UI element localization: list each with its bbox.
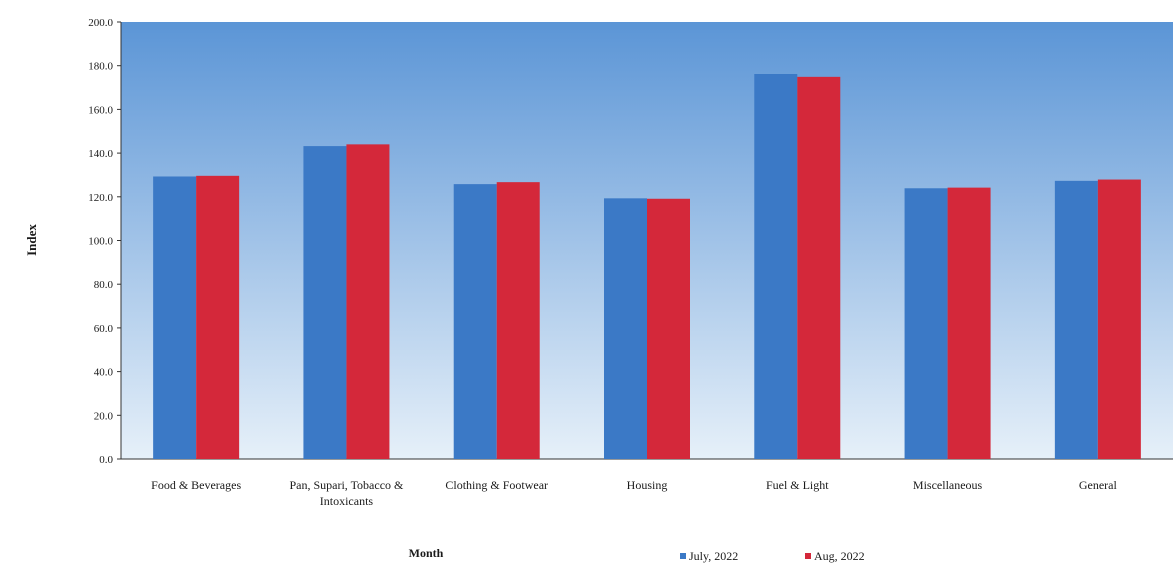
bar-july <box>153 176 197 460</box>
y-tick-label: 160.0 <box>88 104 113 116</box>
x-tick-label: General <box>1079 478 1118 492</box>
bar-aug <box>947 187 991 460</box>
x-tick-label: Fuel & Light <box>766 478 829 492</box>
x-tick-label: Food & Beverages <box>151 478 241 492</box>
y-axis-title: Index <box>24 224 39 256</box>
bars-group <box>153 74 1141 460</box>
bar-aug <box>496 182 540 459</box>
y-tick-label: 100.0 <box>88 236 113 248</box>
x-axis-title: Month <box>409 546 444 560</box>
y-tick-label: 40.0 <box>94 367 114 379</box>
bar-july <box>303 146 347 459</box>
y-tick-label: 80.0 <box>94 279 114 291</box>
bar-aug <box>196 175 240 459</box>
legend-swatch <box>805 553 811 559</box>
y-axis-ticks: 0.0 20.0 40.0 60.0 80.0 100.0 120.0 140.0 160.0 1… <box>88 17 121 466</box>
x-tick-label: Housing <box>627 478 668 492</box>
y-tick-label: 60.0 <box>94 323 114 335</box>
y-tick-label: 120.0 <box>88 192 113 204</box>
legend-swatch <box>680 553 686 559</box>
x-tick-label: Intoxicants <box>320 494 374 508</box>
bar-july <box>754 74 798 460</box>
x-tick-label: Pan, Supari, Tobacco & <box>289 478 404 492</box>
x-tick-label: Miscellaneous <box>913 478 983 492</box>
y-tick-label: 200.0 <box>88 17 113 29</box>
legend: July, 2022 Aug, 2022 <box>680 549 865 563</box>
x-axis-tick-labels: Food & Beverages Pan, Supari, Tobacco & In… <box>151 478 1117 508</box>
y-tick-label: 180.0 <box>88 61 113 73</box>
bar-july <box>904 188 948 459</box>
y-tick-label: 20.0 <box>94 410 114 422</box>
bar-aug <box>346 144 390 460</box>
legend-label: July, 2022 <box>689 549 738 563</box>
bar-july <box>1054 180 1098 460</box>
bar-july <box>453 184 497 459</box>
bar-aug <box>797 76 841 459</box>
x-tick-label: Clothing & Footwear <box>445 478 548 492</box>
y-tick-label: 140.0 <box>88 148 113 160</box>
bar-july <box>604 198 647 459</box>
bar-aug <box>1097 179 1141 459</box>
bar-aug <box>647 198 690 460</box>
y-tick-label: 0.0 <box>99 454 113 466</box>
legend-label: Aug, 2022 <box>814 549 865 563</box>
